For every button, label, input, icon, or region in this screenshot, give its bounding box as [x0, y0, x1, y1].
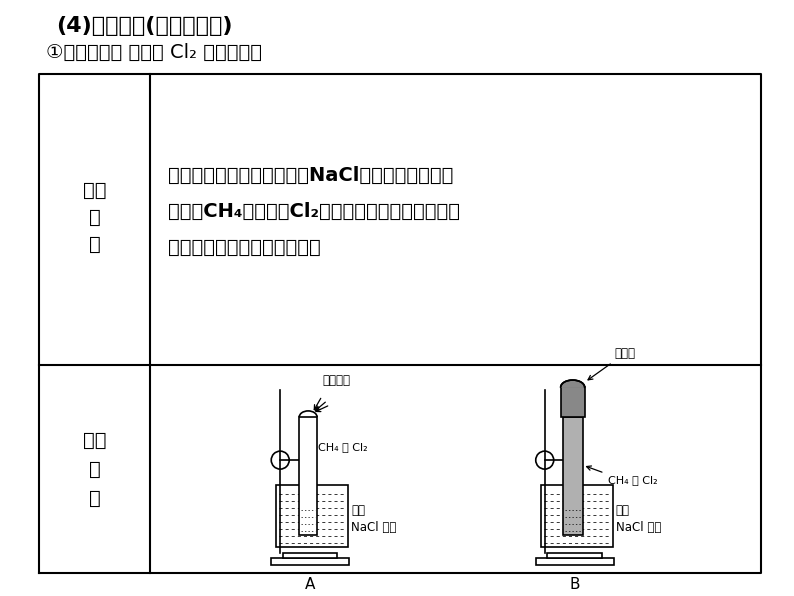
Text: CH₄ 和 Cl₂: CH₄ 和 Cl₂	[318, 442, 368, 452]
Text: 漫散日光: 漫散日光	[322, 374, 350, 387]
Polygon shape	[541, 485, 613, 547]
Polygon shape	[563, 417, 583, 535]
Text: (4)取代反应(以甲烷为例): (4)取代反应(以甲烷为例)	[56, 16, 232, 36]
Text: 铝箔套: 铝箔套	[615, 347, 635, 361]
Text: B: B	[569, 577, 580, 592]
Text: CH₄ 和 Cl₂: CH₄ 和 Cl₂	[607, 475, 657, 485]
Text: ①实验探究： 甲烷与 Cl₂ 的取代反应: ①实验探究： 甲烷与 Cl₂ 的取代反应	[46, 44, 262, 63]
Text: 套上，另一支试管放在光亮处: 套上，另一支试管放在光亮处	[168, 238, 322, 257]
Text: 置: 置	[89, 489, 101, 508]
Text: 作: 作	[89, 235, 101, 254]
Polygon shape	[299, 417, 317, 535]
Text: 实验: 实验	[83, 181, 106, 200]
Text: 实验: 实验	[83, 431, 106, 449]
Text: 饱和
NaCl 溶液: 饱和 NaCl 溶液	[615, 504, 661, 534]
Polygon shape	[561, 387, 584, 417]
Polygon shape	[561, 380, 584, 387]
Polygon shape	[283, 553, 337, 558]
Polygon shape	[536, 558, 614, 565]
Text: 取两支试管，均通过排饱和NaCl溶液的方法，收集: 取两支试管，均通过排饱和NaCl溶液的方法，收集	[168, 166, 454, 185]
Polygon shape	[272, 558, 349, 565]
Text: 半试管CH₄和半试管Cl₂。将其中一支试管用铝箔套: 半试管CH₄和半试管Cl₂。将其中一支试管用铝箔套	[168, 202, 461, 221]
Text: 饱和
NaCl 溶液: 饱和 NaCl 溶液	[351, 504, 396, 534]
Polygon shape	[276, 485, 348, 547]
Text: 装: 装	[89, 460, 101, 479]
Text: 操: 操	[89, 208, 101, 227]
Polygon shape	[547, 553, 602, 558]
Text: A: A	[305, 577, 315, 592]
